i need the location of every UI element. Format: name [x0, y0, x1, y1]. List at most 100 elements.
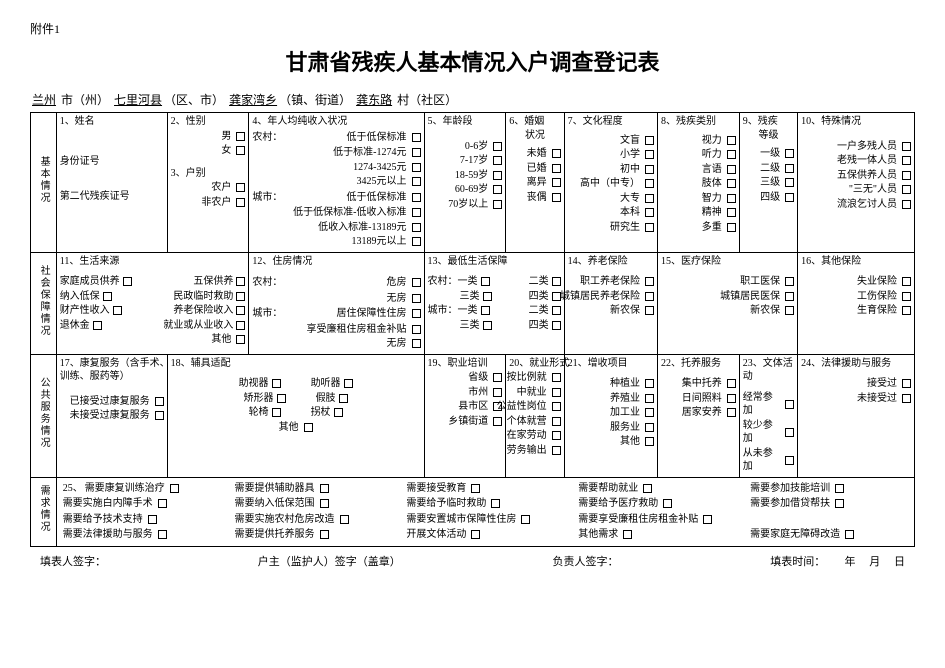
checkbox[interactable] — [727, 150, 736, 159]
checkbox[interactable] — [493, 417, 502, 426]
checkbox[interactable] — [236, 132, 245, 141]
checkbox[interactable] — [412, 325, 421, 334]
checkbox[interactable] — [493, 171, 502, 180]
checkbox[interactable] — [412, 223, 421, 232]
checkbox[interactable] — [552, 373, 561, 382]
checkbox[interactable] — [148, 515, 157, 524]
checkbox[interactable] — [785, 164, 794, 173]
checkbox[interactable] — [902, 142, 911, 151]
checkbox[interactable] — [645, 437, 654, 446]
checkbox[interactable] — [785, 400, 794, 409]
checkbox[interactable] — [236, 183, 245, 192]
checkbox[interactable] — [645, 136, 654, 145]
checkbox[interactable] — [902, 156, 911, 165]
checkbox[interactable] — [236, 321, 245, 330]
checkbox[interactable] — [236, 335, 245, 344]
checkbox[interactable] — [334, 408, 343, 417]
checkbox[interactable] — [155, 411, 164, 420]
checkbox[interactable] — [493, 200, 502, 209]
checkbox[interactable] — [902, 379, 911, 388]
checkbox[interactable] — [643, 484, 652, 493]
checkbox[interactable] — [493, 185, 502, 194]
checkbox[interactable] — [493, 388, 502, 397]
checkbox[interactable] — [902, 292, 911, 301]
checkbox[interactable] — [521, 515, 530, 524]
checkbox[interactable] — [552, 149, 561, 158]
checkbox[interactable] — [645, 379, 654, 388]
checkbox[interactable] — [339, 394, 348, 403]
checkbox[interactable] — [412, 163, 421, 172]
checkbox[interactable] — [552, 178, 561, 187]
checkbox[interactable] — [552, 306, 561, 315]
checkbox[interactable] — [785, 292, 794, 301]
checkbox[interactable] — [412, 278, 421, 287]
checkbox[interactable] — [645, 394, 654, 403]
checkbox[interactable] — [727, 379, 736, 388]
checkbox[interactable] — [727, 208, 736, 217]
checkbox[interactable] — [785, 277, 794, 286]
checkbox[interactable] — [645, 208, 654, 217]
checkbox[interactable] — [412, 133, 421, 142]
checkbox[interactable] — [623, 530, 632, 539]
checkbox[interactable] — [412, 294, 421, 303]
checkbox[interactable] — [785, 456, 794, 465]
checkbox[interactable] — [785, 193, 794, 202]
checkbox[interactable] — [483, 321, 492, 330]
checkbox[interactable] — [320, 484, 329, 493]
checkbox[interactable] — [902, 394, 911, 403]
checkbox[interactable] — [552, 277, 561, 286]
checkbox[interactable] — [277, 394, 286, 403]
checkbox[interactable] — [645, 292, 654, 301]
checkbox[interactable] — [412, 339, 421, 348]
checkbox[interactable] — [835, 484, 844, 493]
checkbox[interactable] — [471, 484, 480, 493]
checkbox[interactable] — [272, 408, 281, 417]
checkbox[interactable] — [236, 146, 245, 155]
checkbox[interactable] — [483, 292, 492, 301]
checkbox[interactable] — [645, 150, 654, 159]
checkbox[interactable] — [113, 306, 122, 315]
checkbox[interactable] — [902, 171, 911, 180]
checkbox[interactable] — [481, 306, 490, 315]
checkbox[interactable] — [645, 194, 654, 203]
checkbox[interactable] — [552, 388, 561, 397]
checkbox[interactable] — [272, 379, 281, 388]
checkbox[interactable] — [645, 423, 654, 432]
checkbox[interactable] — [645, 179, 654, 188]
checkbox[interactable] — [552, 164, 561, 173]
checkbox[interactable] — [412, 237, 421, 246]
checkbox[interactable] — [727, 165, 736, 174]
checkbox[interactable] — [471, 530, 480, 539]
checkbox[interactable] — [493, 156, 502, 165]
checkbox[interactable] — [552, 417, 561, 426]
checkbox[interactable] — [170, 484, 179, 493]
checkbox[interactable] — [123, 277, 132, 286]
checkbox[interactable] — [412, 148, 421, 157]
checkbox[interactable] — [785, 149, 794, 158]
checkbox[interactable] — [158, 530, 167, 539]
checkbox[interactable] — [727, 394, 736, 403]
checkbox[interactable] — [727, 179, 736, 188]
checkbox[interactable] — [93, 321, 102, 330]
checkbox[interactable] — [552, 402, 561, 411]
checkbox[interactable] — [412, 208, 421, 217]
checkbox[interactable] — [344, 379, 353, 388]
checkbox[interactable] — [902, 306, 911, 315]
checkbox[interactable] — [493, 142, 502, 151]
checkbox[interactable] — [491, 499, 500, 508]
checkbox[interactable] — [158, 499, 167, 508]
checkbox[interactable] — [663, 499, 672, 508]
checkbox[interactable] — [236, 277, 245, 286]
checkbox[interactable] — [902, 200, 911, 209]
checkbox[interactable] — [727, 194, 736, 203]
checkbox[interactable] — [785, 306, 794, 315]
checkbox[interactable] — [645, 223, 654, 232]
checkbox[interactable] — [645, 306, 654, 315]
checkbox[interactable] — [727, 223, 736, 232]
checkbox[interactable] — [236, 306, 245, 315]
checkbox[interactable] — [340, 515, 349, 524]
checkbox[interactable] — [785, 428, 794, 437]
checkbox[interactable] — [155, 397, 164, 406]
checkbox[interactable] — [785, 178, 794, 187]
checkbox[interactable] — [902, 277, 911, 286]
